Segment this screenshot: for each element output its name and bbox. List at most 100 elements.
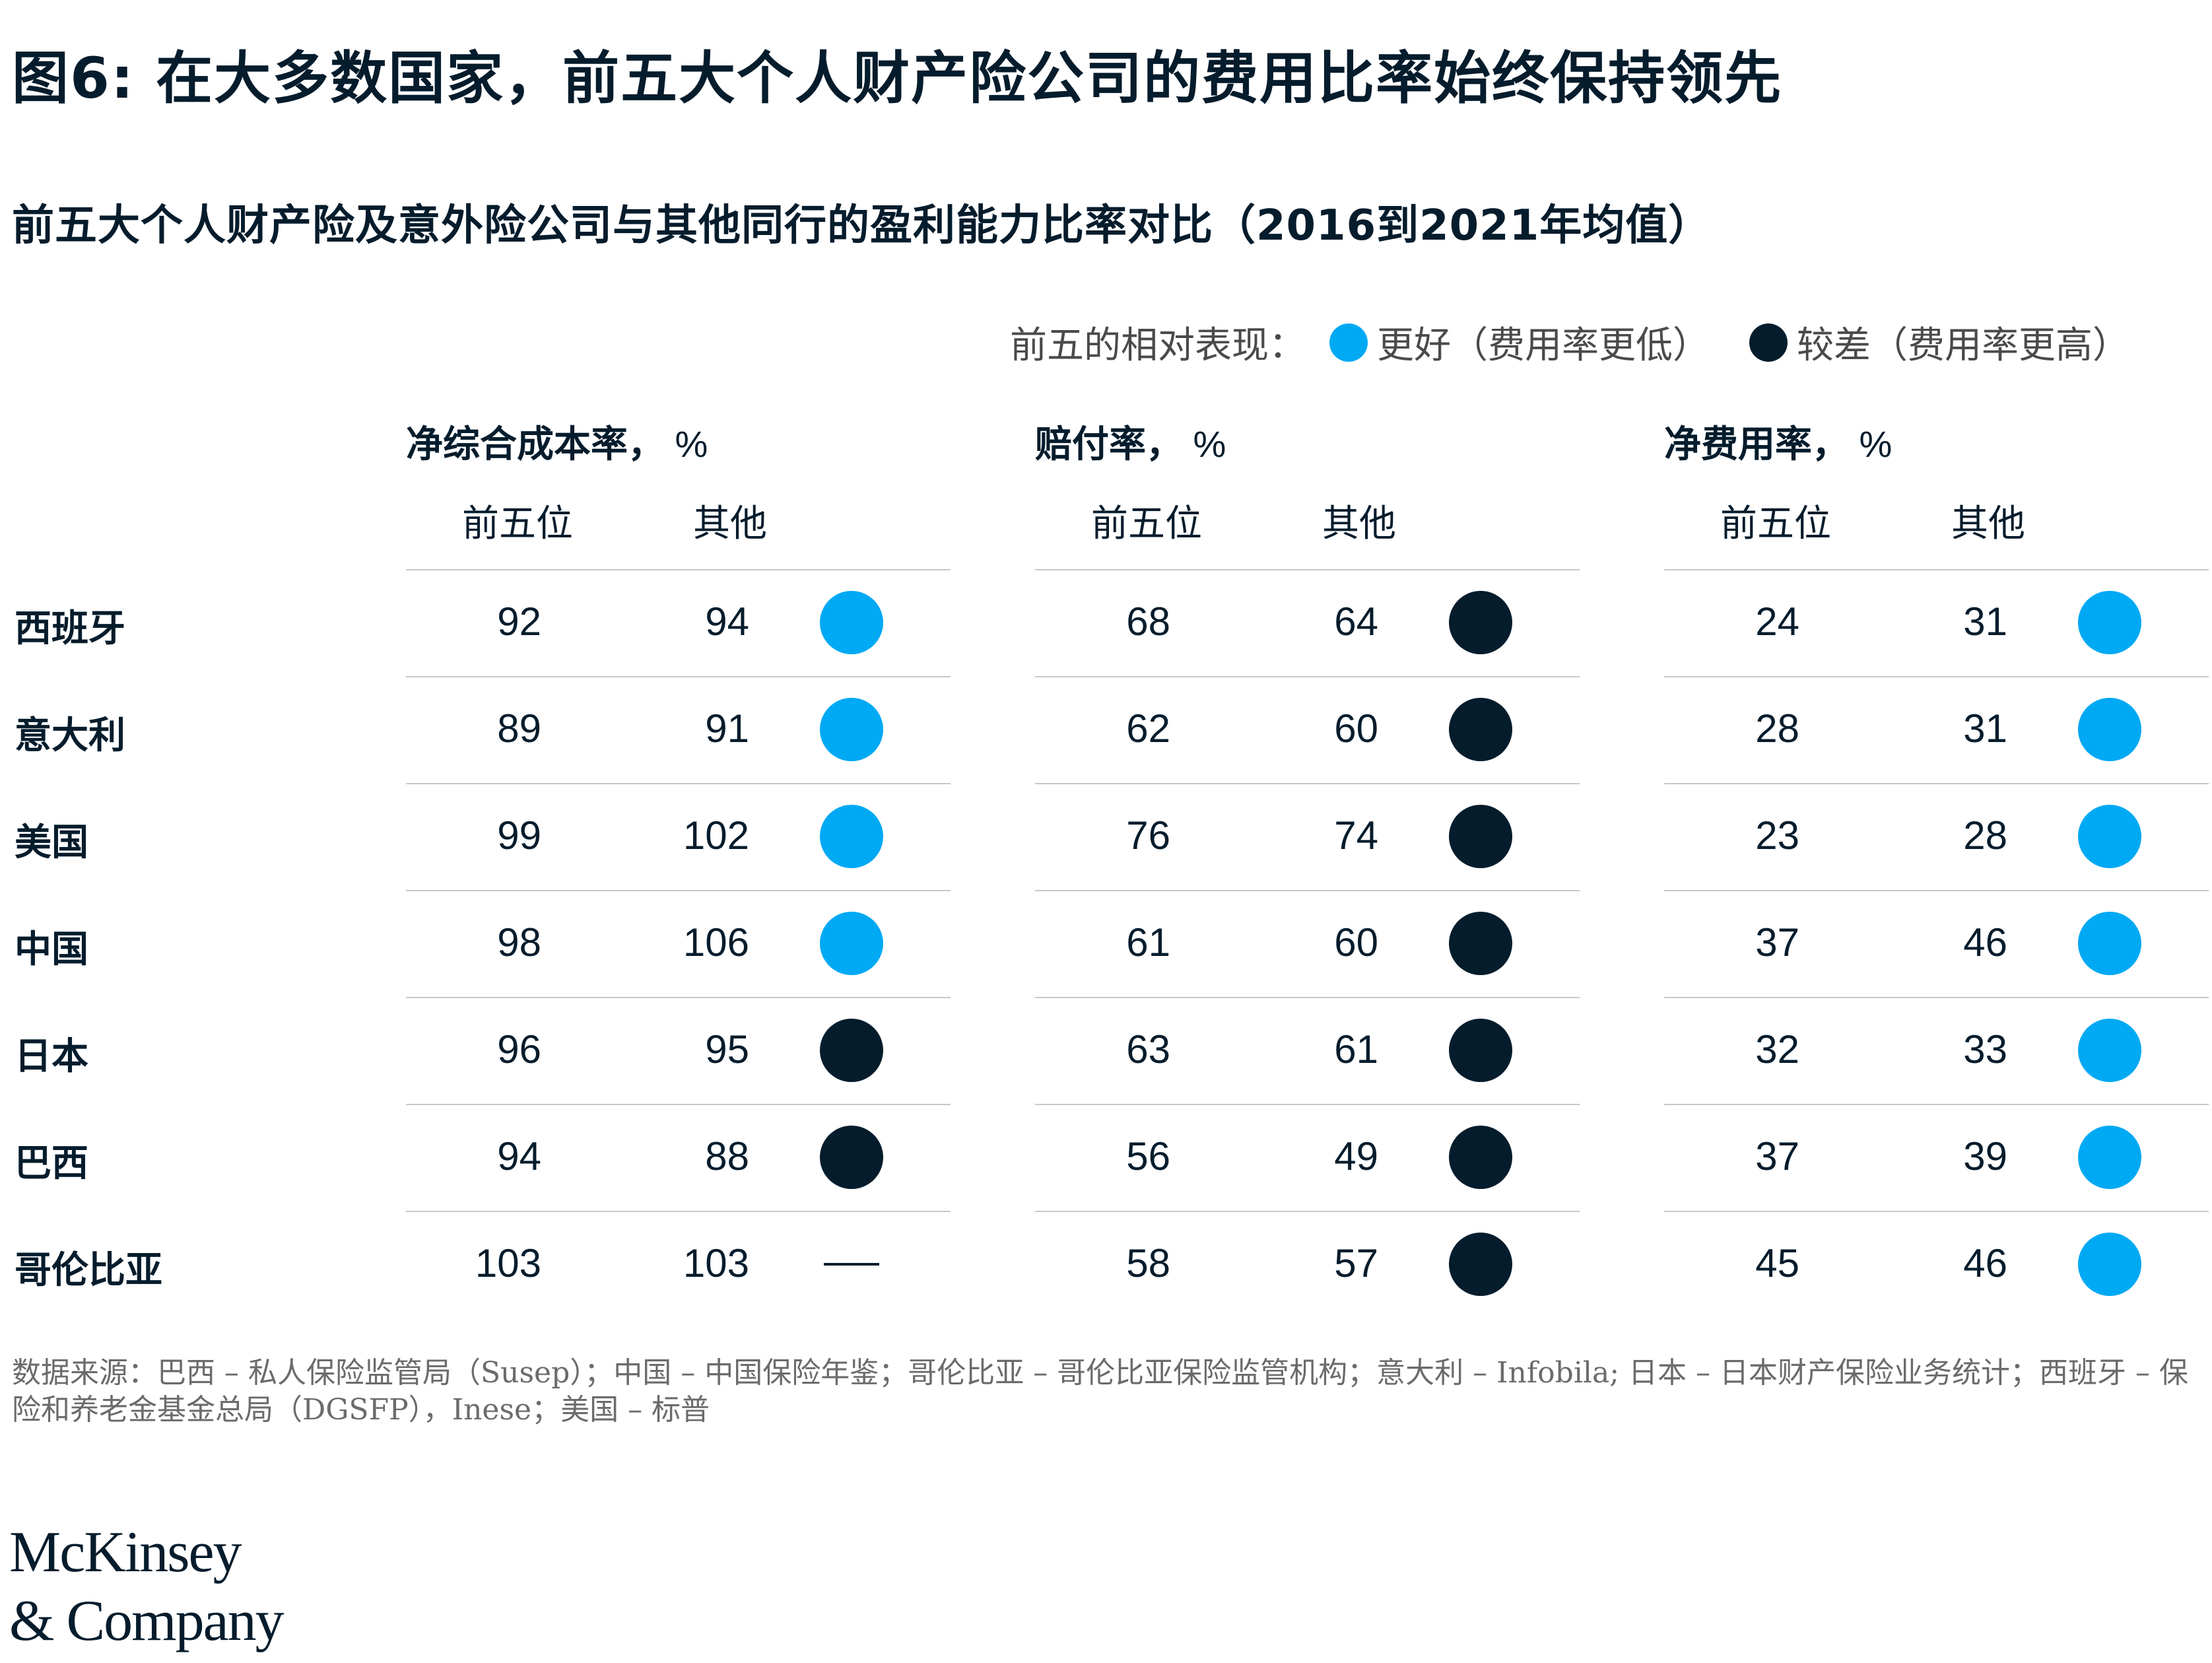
value-top5: 89 bbox=[497, 706, 541, 751]
value-top5: 103 bbox=[475, 1241, 541, 1285]
value-other: 95 bbox=[705, 1027, 749, 1071]
value-top5: 45 bbox=[1755, 1241, 1799, 1285]
value-top5: 24 bbox=[1755, 599, 1799, 644]
value-top5: 96 bbox=[497, 1027, 541, 1071]
country-label: 哥伦比亚 bbox=[15, 1248, 162, 1292]
value-top5: 58 bbox=[1126, 1241, 1170, 1285]
value-other: 103 bbox=[683, 1241, 749, 1285]
row-divider bbox=[1035, 1104, 1580, 1105]
better-indicator bbox=[820, 912, 883, 975]
value-top5: 76 bbox=[1126, 813, 1170, 858]
country-label: 中国 bbox=[15, 928, 88, 971]
panel-title-text: 净费用率， bbox=[1664, 423, 1849, 466]
country-label: 巴西 bbox=[15, 1141, 88, 1185]
row-divider bbox=[406, 569, 951, 570]
row-divider bbox=[1664, 569, 2209, 570]
worse-indicator bbox=[1449, 698, 1512, 761]
value-other: 61 bbox=[1334, 1027, 1378, 1071]
column-header-top5: 前五位 bbox=[1720, 502, 1831, 545]
worse-indicator bbox=[1449, 591, 1512, 654]
row-divider bbox=[1035, 997, 1580, 998]
value-top5: 28 bbox=[1755, 706, 1799, 751]
value-other: 39 bbox=[1963, 1134, 2007, 1178]
panel-title-text: 赔付率， bbox=[1035, 423, 1183, 466]
panel-title-unit: % bbox=[665, 423, 708, 465]
better-indicator bbox=[2078, 1233, 2141, 1296]
better-indicator bbox=[820, 805, 883, 868]
value-top5: 23 bbox=[1755, 813, 1799, 858]
row-divider bbox=[1035, 783, 1580, 784]
value-top5: 92 bbox=[497, 599, 541, 644]
value-top5: 94 bbox=[497, 1134, 541, 1178]
row-divider bbox=[406, 1211, 951, 1212]
value-other: 94 bbox=[705, 599, 749, 644]
worse-indicator bbox=[1449, 1019, 1512, 1082]
legend-label: 前五的相对表现： bbox=[1010, 324, 1306, 367]
value-top5: 37 bbox=[1755, 1134, 1799, 1178]
value-top5: 61 bbox=[1126, 920, 1170, 965]
value-other: 60 bbox=[1334, 920, 1378, 965]
value-top5: 32 bbox=[1755, 1027, 1799, 1071]
row-divider bbox=[1664, 1104, 2209, 1105]
worse-indicator bbox=[820, 1019, 883, 1082]
legend: 前五的相对表现： 更好（费用率更低） 较差（费用率更高） bbox=[1010, 316, 2129, 369]
value-top5: 56 bbox=[1126, 1134, 1170, 1178]
panel-title: 净费用率， % bbox=[1664, 415, 1892, 468]
row-divider bbox=[1035, 676, 1580, 677]
country-label: 西班牙 bbox=[15, 607, 125, 650]
better-indicator bbox=[2078, 1019, 2141, 1082]
better-indicator bbox=[2078, 805, 2141, 868]
value-top5: 68 bbox=[1126, 599, 1170, 644]
column-header-top5: 前五位 bbox=[462, 502, 573, 545]
row-divider bbox=[406, 890, 951, 891]
legend-better-label: 更好（费用率更低） bbox=[1377, 324, 1710, 367]
value-other: 88 bbox=[705, 1134, 749, 1178]
value-top5: 98 bbox=[497, 920, 541, 965]
value-top5: 37 bbox=[1755, 920, 1799, 965]
chart-subtitle: 前五大个人财产险及意外险公司与其他同行的盈利能力比率对比（2016到2021年均… bbox=[12, 201, 1712, 250]
column-header-other: 其他 bbox=[1951, 502, 2025, 545]
column-header-top5: 前五位 bbox=[1091, 502, 1202, 545]
row-divider bbox=[406, 676, 951, 677]
mckinsey-logo: McKinsey & Company bbox=[9, 1518, 285, 1656]
row-divider bbox=[1664, 676, 2209, 677]
row-divider bbox=[1035, 569, 1580, 570]
value-other: 106 bbox=[683, 920, 749, 965]
logo-line-2: & Company bbox=[9, 1589, 285, 1653]
panel-title-unit: % bbox=[1183, 423, 1226, 465]
row-divider bbox=[1035, 1211, 1580, 1212]
chart-title: 图6: 在大多数国家，前五大个人财产险公司的费用比率始终保持领先 bbox=[12, 46, 1783, 112]
row-divider bbox=[406, 997, 951, 998]
row-divider bbox=[1664, 783, 2209, 784]
value-top5: 99 bbox=[497, 813, 541, 858]
worse-indicator bbox=[1449, 1126, 1512, 1189]
better-indicator bbox=[2078, 591, 2141, 654]
row-divider bbox=[406, 783, 951, 784]
panel-title: 赔付率， % bbox=[1035, 415, 1226, 468]
worse-indicator bbox=[1449, 1233, 1512, 1296]
country-label: 意大利 bbox=[15, 714, 125, 757]
value-other: 46 bbox=[1963, 1241, 2007, 1285]
panel-title-text: 净综合成本率， bbox=[406, 423, 665, 466]
column-header-other: 其他 bbox=[693, 502, 767, 545]
value-other: 57 bbox=[1334, 1241, 1378, 1285]
row-divider bbox=[1664, 1211, 2209, 1212]
country-label: 日本 bbox=[15, 1035, 88, 1078]
better-indicator bbox=[820, 591, 883, 654]
value-other: 64 bbox=[1334, 599, 1378, 644]
value-other: 91 bbox=[705, 706, 749, 751]
column-header-other: 其他 bbox=[1322, 502, 1396, 545]
value-other: 28 bbox=[1963, 813, 2007, 858]
panel-title-unit: % bbox=[1849, 423, 1893, 465]
better-indicator bbox=[820, 698, 883, 761]
value-top5: 63 bbox=[1126, 1027, 1170, 1071]
better-indicator bbox=[2078, 698, 2141, 761]
value-other: 60 bbox=[1334, 706, 1378, 751]
country-label: 美国 bbox=[15, 821, 88, 864]
legend-better-marker bbox=[1329, 323, 1368, 362]
panel-title: 净综合成本率， % bbox=[406, 415, 708, 468]
value-other: 74 bbox=[1334, 813, 1378, 858]
row-divider bbox=[1035, 890, 1580, 891]
no-difference-dash bbox=[824, 1263, 879, 1266]
value-other: 31 bbox=[1963, 599, 2007, 644]
